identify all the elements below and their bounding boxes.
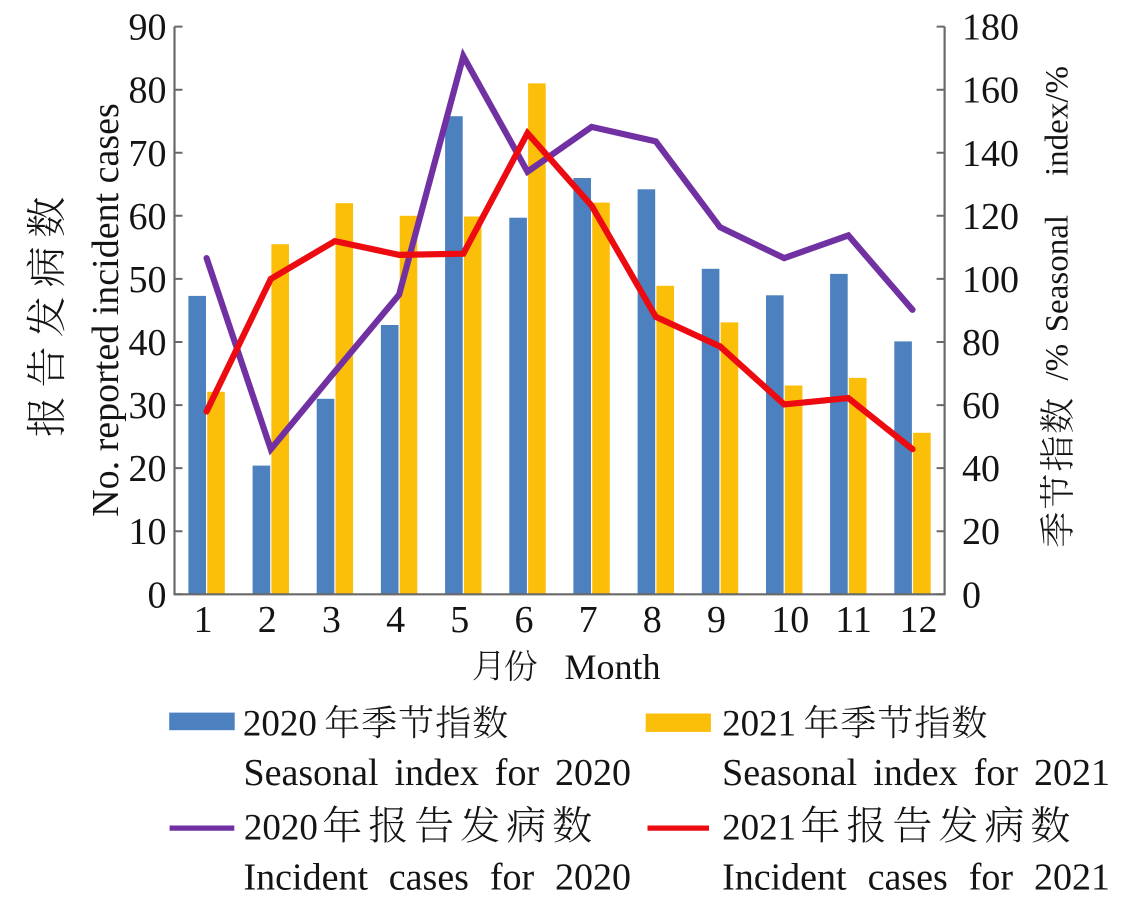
svg-text:20: 20 bbox=[129, 448, 167, 490]
svg-text:Incident: Incident bbox=[722, 856, 847, 898]
svg-text:40: 40 bbox=[129, 322, 167, 364]
svg-text:for: for bbox=[974, 752, 1019, 794]
svg-text:30: 30 bbox=[129, 385, 167, 427]
svg-text:8: 8 bbox=[643, 599, 662, 641]
svg-text:120: 120 bbox=[962, 196, 1019, 238]
svg-text:10: 10 bbox=[129, 511, 167, 553]
svg-text:6: 6 bbox=[515, 599, 534, 641]
svg-text:2020: 2020 bbox=[555, 856, 631, 898]
svg-text:90: 90 bbox=[129, 7, 167, 49]
svg-text:2021: 2021 bbox=[722, 704, 796, 745]
svg-text:7: 7 bbox=[579, 599, 598, 641]
svg-text:60: 60 bbox=[129, 196, 167, 238]
svg-text:for: for bbox=[495, 752, 540, 794]
svg-text:index: index bbox=[873, 752, 957, 794]
svg-text:2021: 2021 bbox=[1034, 752, 1110, 794]
svg-text:9: 9 bbox=[707, 599, 726, 641]
svg-text:index/%: index/% bbox=[1040, 66, 1076, 176]
svg-text:2: 2 bbox=[258, 599, 277, 641]
svg-text:for: for bbox=[969, 856, 1014, 898]
svg-text:50: 50 bbox=[129, 259, 167, 301]
svg-text:index: index bbox=[395, 752, 479, 794]
svg-text:Incident: Incident bbox=[244, 856, 369, 898]
svg-text:2020: 2020 bbox=[244, 808, 318, 849]
svg-text:100: 100 bbox=[962, 259, 1019, 301]
svg-text:160: 160 bbox=[962, 70, 1019, 112]
svg-text:/%: /% bbox=[1040, 344, 1076, 381]
svg-text:0: 0 bbox=[962, 574, 981, 616]
svg-text:2020: 2020 bbox=[555, 752, 631, 794]
svg-text:Month: Month bbox=[565, 647, 661, 687]
svg-text:80: 80 bbox=[962, 322, 1000, 364]
svg-text:80: 80 bbox=[129, 70, 167, 112]
svg-text:for: for bbox=[490, 856, 535, 898]
svg-text:cases: cases bbox=[868, 856, 948, 898]
svg-text:Seasonal: Seasonal bbox=[244, 752, 379, 794]
svg-text:3: 3 bbox=[322, 599, 341, 641]
svg-text:20: 20 bbox=[962, 511, 1000, 553]
svg-text:180: 180 bbox=[962, 7, 1019, 49]
svg-text:70: 70 bbox=[129, 133, 167, 175]
svg-text:2020: 2020 bbox=[243, 704, 317, 745]
svg-text:5: 5 bbox=[450, 599, 469, 641]
svg-text:Seasonal: Seasonal bbox=[1040, 215, 1076, 332]
svg-text:40: 40 bbox=[962, 448, 1000, 490]
svg-text:No. reported incident cases: No. reported incident cases bbox=[85, 103, 127, 517]
svg-text:60: 60 bbox=[962, 385, 1000, 427]
svg-text:Seasonal: Seasonal bbox=[722, 752, 857, 794]
svg-text:1: 1 bbox=[194, 599, 213, 641]
svg-text:10: 10 bbox=[771, 599, 809, 641]
svg-text:0: 0 bbox=[148, 574, 167, 616]
svg-text:4: 4 bbox=[386, 599, 405, 641]
svg-text:cases: cases bbox=[389, 856, 469, 898]
svg-text:2021: 2021 bbox=[722, 808, 796, 849]
svg-text:12: 12 bbox=[900, 599, 938, 641]
svg-text:11: 11 bbox=[835, 599, 872, 641]
svg-text:140: 140 bbox=[962, 133, 1019, 175]
svg-text:2021: 2021 bbox=[1034, 856, 1110, 898]
